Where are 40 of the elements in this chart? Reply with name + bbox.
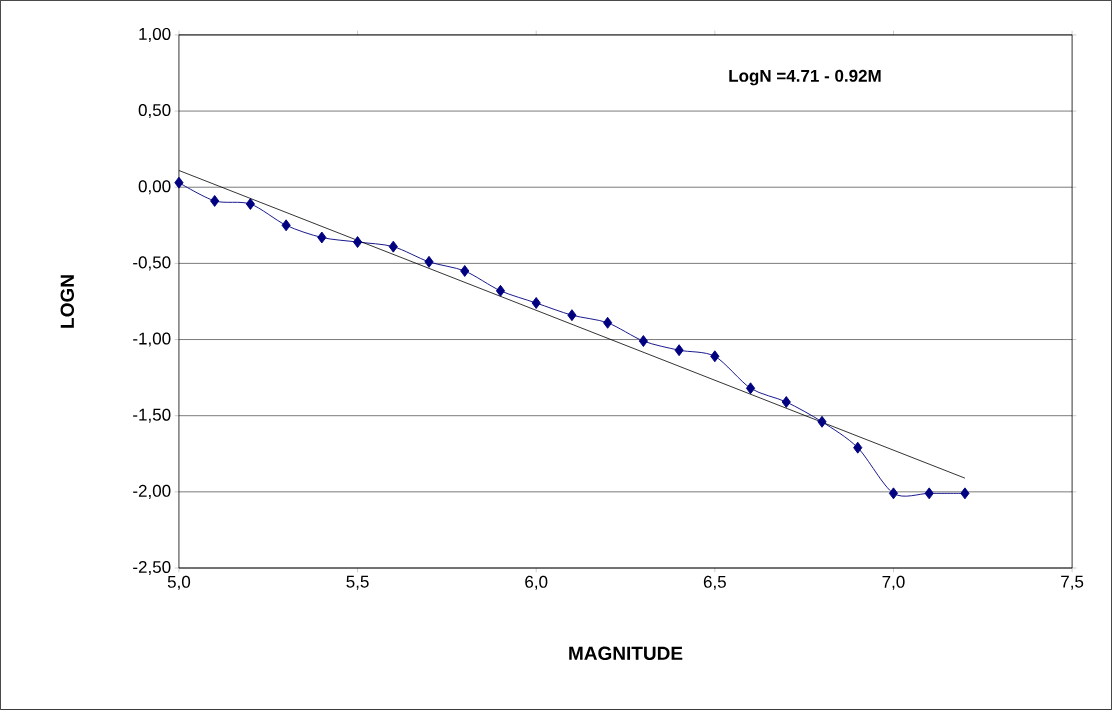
y-tick-label: -0,50 [133,256,171,271]
x-tick-label: 5,5 [346,575,369,590]
x-tick-label: 6,0 [525,575,548,590]
point [710,350,720,363]
point [603,316,613,329]
point [317,231,327,244]
y-tick-label: 0,00 [138,180,171,195]
y-tick-label: -2,00 [133,484,171,499]
point [745,382,756,395]
point [174,176,184,189]
point [817,415,827,428]
point [388,240,398,253]
x-tick-label: 5,0 [167,575,191,590]
point [960,487,970,500]
x-axis-title: MAGNITUDE [569,646,683,661]
y-tick-label: -1,50 [133,408,171,423]
point [888,487,899,500]
x-tick-label: 6,5 [703,575,726,590]
x-tick-label: 7,0 [882,575,905,590]
point [352,236,363,249]
point [495,284,506,297]
point [638,335,648,348]
y-tick-label: -1,00 [133,332,171,347]
point [460,265,470,277]
point [567,309,577,322]
x-tick-label: 7,5 [1061,575,1084,590]
y-tick-label: 1,00 [139,27,171,42]
point [531,297,541,309]
point [853,441,863,454]
point [210,195,220,207]
y-tick-label: 0,50 [138,104,171,119]
point [674,344,684,357]
point [281,219,291,232]
point [245,198,255,210]
point [924,487,934,500]
point [781,396,791,408]
y-axis-title: LOGN [60,275,75,328]
y-tick-label: -2,50 [133,561,171,576]
annotation: LogN =4.71 - 0.92M [729,69,881,86]
point [424,255,434,268]
